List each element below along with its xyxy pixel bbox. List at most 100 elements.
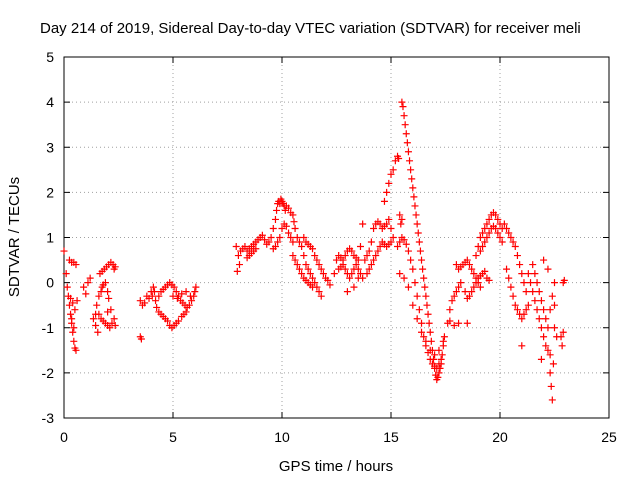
y-tick-label: 5 <box>46 49 54 65</box>
data-point <box>73 297 81 305</box>
data-point <box>411 279 419 287</box>
data-point <box>531 270 539 278</box>
data-point <box>313 256 321 264</box>
data-point <box>269 224 277 232</box>
data-point <box>290 218 298 226</box>
data-point <box>372 252 380 260</box>
data-point <box>172 288 180 296</box>
data-point <box>72 261 80 269</box>
data-point <box>174 317 182 325</box>
data-point <box>421 283 429 291</box>
data-point <box>476 234 484 241</box>
data-point <box>182 308 190 316</box>
data-point <box>330 270 338 278</box>
data-point <box>485 215 493 223</box>
data-point <box>409 301 417 309</box>
data-point <box>387 170 395 178</box>
data-point <box>551 301 558 309</box>
data-point <box>311 252 319 260</box>
data-point <box>188 297 196 305</box>
data-point <box>468 288 476 296</box>
data-point <box>513 306 521 314</box>
data-point <box>465 292 473 300</box>
data-point <box>431 351 439 359</box>
data-point <box>416 247 424 255</box>
chart-title: Day 214 of 2019, Sidereal Day-to-day VTE… <box>40 20 581 37</box>
y-tick-label: -3 <box>42 410 55 426</box>
data-point <box>370 224 378 232</box>
data-point <box>418 328 426 336</box>
data-point <box>472 252 480 260</box>
data-point <box>137 335 145 343</box>
data-point <box>341 265 349 273</box>
data-point <box>513 252 521 260</box>
data-point <box>424 310 432 318</box>
data-point <box>309 283 317 291</box>
data-point <box>485 276 493 284</box>
data-point <box>271 215 279 223</box>
data-point <box>385 215 393 223</box>
data-point <box>522 288 530 296</box>
data-point <box>509 238 517 246</box>
data-point <box>153 303 161 311</box>
data-point <box>304 265 312 273</box>
data-point <box>67 294 75 302</box>
data-point <box>505 274 513 282</box>
data-point <box>306 270 314 278</box>
data-point <box>450 321 458 329</box>
data-point <box>84 279 92 287</box>
axis-ticks <box>63 56 610 419</box>
data-point <box>164 317 172 325</box>
data-point <box>413 292 421 300</box>
data-point <box>413 315 421 323</box>
data-point <box>518 315 526 323</box>
data-point <box>435 369 443 377</box>
data-point <box>404 247 412 255</box>
data-point <box>170 283 178 291</box>
data-point <box>182 288 190 296</box>
data-point <box>415 306 423 314</box>
data-point <box>455 319 463 327</box>
data-point <box>110 315 118 323</box>
data-point <box>70 324 78 332</box>
data-point <box>365 247 373 255</box>
data-point <box>376 220 384 228</box>
data-point <box>389 234 397 241</box>
data-point <box>95 310 103 318</box>
data-point <box>104 308 112 316</box>
data-point <box>80 283 88 291</box>
data-point <box>178 290 186 298</box>
y-tick-label: 1 <box>46 230 54 246</box>
data-point <box>383 188 391 196</box>
data-point <box>511 243 519 251</box>
data-point <box>399 103 407 111</box>
data-point <box>235 261 243 269</box>
data-point <box>354 265 362 273</box>
data-point <box>463 319 471 327</box>
data-point <box>400 236 408 244</box>
data-point <box>69 328 77 336</box>
data-point <box>505 229 513 237</box>
x-tick-label: 0 <box>60 429 68 445</box>
data-point <box>387 224 395 232</box>
data-point <box>387 238 395 246</box>
data-point <box>413 220 421 228</box>
data-point <box>496 234 504 241</box>
y-tick-label: -2 <box>42 365 55 381</box>
data-point <box>101 279 109 287</box>
data-point <box>537 355 545 363</box>
data-point <box>560 276 568 284</box>
data-point <box>152 297 160 305</box>
data-point <box>434 373 442 381</box>
data-point <box>352 261 360 269</box>
data-point <box>150 288 158 296</box>
data-point <box>285 229 293 237</box>
data-point <box>547 382 555 390</box>
data-point <box>479 243 487 251</box>
data-point <box>278 224 286 232</box>
data-point <box>317 292 325 300</box>
y-axis-title: SDTVAR / TECUs <box>6 177 23 297</box>
data-point <box>446 317 454 325</box>
data-point <box>435 360 443 368</box>
data-point <box>503 224 511 232</box>
